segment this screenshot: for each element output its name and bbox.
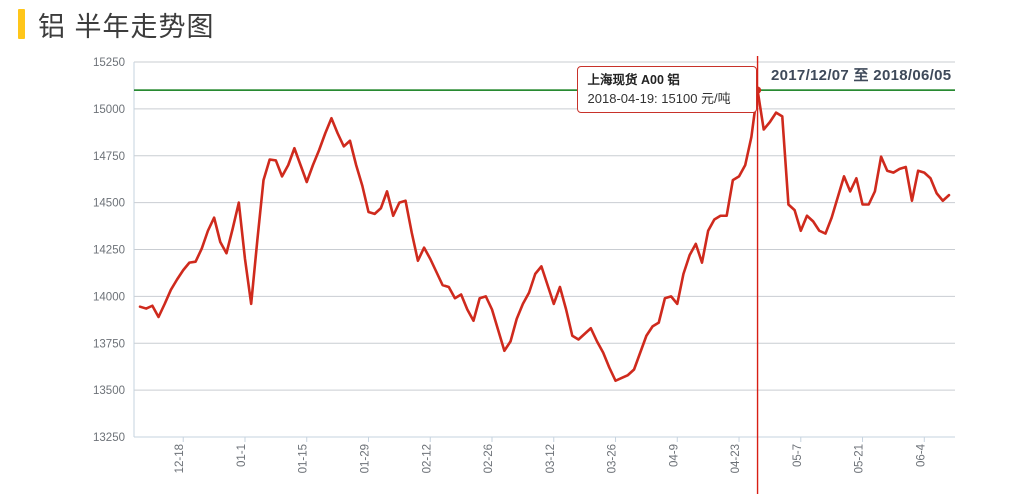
page-header: 铝 半年走势图	[0, 0, 1010, 48]
y-axis-tick-label: 13750	[93, 338, 125, 350]
x-axis-tick-label: 05-21	[854, 444, 866, 473]
y-axis-tick-label: 14000	[93, 291, 125, 303]
y-axis-tick-label: 15250	[93, 57, 125, 69]
tooltip-date-value: 2018-04-19: 15100 元/吨	[587, 91, 731, 106]
x-axis-tick-label: 01-1	[236, 444, 248, 467]
y-axis-tick-label: 15000	[93, 104, 125, 116]
price-series-line[interactable]	[138, 88, 951, 383]
x-axis-labels: 12-18 01-1 01-15 01-29 02-12 02-26 03-12 03-26 0…	[174, 437, 927, 473]
y-axis-tick-label: 14500	[93, 198, 125, 210]
x-axis-tick-label: 03-26	[607, 444, 619, 473]
data-tooltip: 上海现货 A00 铝 2018-04-19: 15100 元/吨	[576, 66, 757, 113]
x-axis-tick-label: 12-18	[174, 444, 186, 473]
x-axis-tick-label: 01-29	[360, 444, 372, 473]
x-axis-tick-label: 04-9	[668, 444, 680, 467]
x-axis-tick-label: 02-12	[421, 444, 433, 473]
y-axis-tick-label: 14750	[93, 151, 125, 163]
y-axis-tick-label: 13500	[93, 385, 125, 397]
title-accent-bar	[18, 9, 25, 39]
date-range-label: 2017/12/07 至 2018/06/05	[771, 67, 952, 84]
line-chart[interactable]: 15250 15000 14750 14500 14250 14000 13750 13500…	[0, 48, 1010, 494]
y-axis-tick-label: 13250	[93, 432, 125, 444]
x-axis-tick-label: 05-7	[792, 444, 804, 467]
x-axis-tick-label: 04-23	[730, 444, 742, 473]
x-axis-tick-label: 03-12	[545, 444, 557, 473]
page-title: 铝 半年走势图	[38, 11, 215, 42]
tooltip-series-title: 上海现货 A00 铝	[587, 73, 680, 87]
y-axis-tick-label: 14250	[93, 245, 125, 257]
x-axis-tick-label: 01-15	[298, 444, 310, 473]
x-axis-tick-label: 06-4	[915, 443, 927, 467]
y-axis-labels: 15250 15000 14750 14500 14250 14000 13750 13500…	[93, 57, 125, 444]
chart-container[interactable]: 15250 15000 14750 14500 14250 14000 13750 13500…	[0, 48, 1010, 494]
x-axis-tick-label: 02-26	[483, 444, 495, 473]
